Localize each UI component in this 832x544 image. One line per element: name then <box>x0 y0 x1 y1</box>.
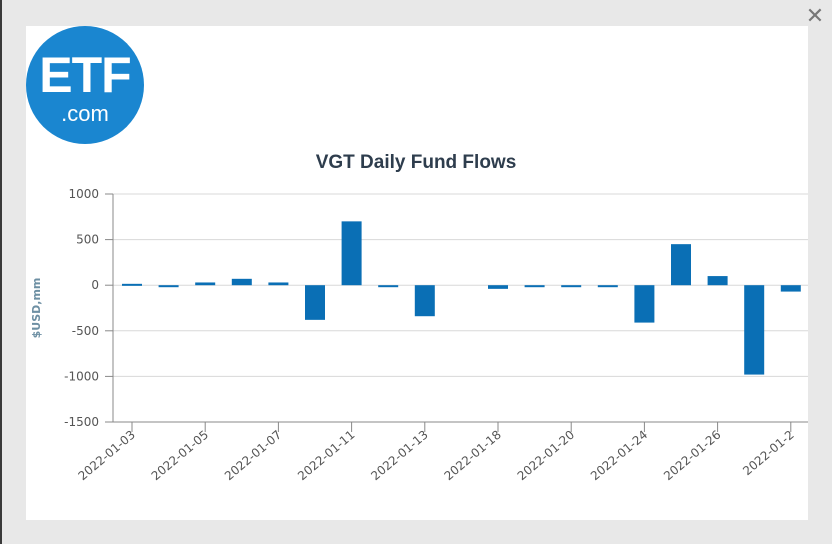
bar <box>707 276 728 286</box>
bar <box>195 282 216 286</box>
x-tick-label: 2022-01-03 <box>75 428 137 484</box>
bar <box>122 283 142 286</box>
bar <box>780 285 801 292</box>
y-tick-label: -500 <box>72 324 99 338</box>
x-tick-label: 2022-01-05 <box>149 428 211 484</box>
x-tick-label: 2022-01-07 <box>222 428 284 484</box>
gridlines <box>113 193 808 423</box>
bar <box>597 285 618 288</box>
x-tick-label: 2022-01-24 <box>588 428 650 484</box>
bar <box>231 278 252 286</box>
bar <box>305 285 325 320</box>
y-axis-ticks: 1000 500 0 -500 -1000 -1500 <box>64 187 113 429</box>
bar <box>671 244 691 286</box>
x-tick-label: 2022-01-18 <box>441 428 503 484</box>
axes <box>112 194 808 423</box>
bar <box>158 285 179 288</box>
x-tick-label: 2022-01-13 <box>368 428 430 484</box>
bar <box>744 285 765 375</box>
bar <box>378 285 399 288</box>
y-tick-label: 1000 <box>68 187 99 201</box>
y-tick-label: 0 <box>91 278 99 292</box>
x-tick-label: 2022-01-26 <box>661 428 723 484</box>
y-tick-label: -1500 <box>64 415 99 429</box>
bar <box>524 285 545 288</box>
bar <box>634 285 655 323</box>
x-tick-label: 2022-01-20 <box>515 428 577 484</box>
x-tick-label: 2022-01-2 <box>740 428 797 479</box>
bar <box>341 221 362 286</box>
bars <box>122 221 801 375</box>
y-tick-label: 500 <box>76 233 99 247</box>
bar <box>268 282 289 286</box>
bar <box>561 285 582 288</box>
y-tick-label: -1000 <box>64 369 99 383</box>
logo-main-text: ETF <box>39 47 131 103</box>
chart-title: VGT Daily Fund Flows <box>316 152 517 173</box>
x-tick-label: 2022-01-11 <box>295 428 357 484</box>
x-axis-ticks: 2022-01-03 2022-01-05 2022-01-07 2022-01-11… <box>75 422 797 484</box>
y-axis-label: $USD,mm <box>30 278 43 339</box>
window-edge <box>0 0 2 544</box>
bar <box>488 285 508 289</box>
logo-sub-text: .com <box>61 101 109 126</box>
etf-logo: ETF .com <box>26 26 144 144</box>
close-icon[interactable]: ✕ <box>805 4 825 29</box>
bar <box>414 285 435 317</box>
